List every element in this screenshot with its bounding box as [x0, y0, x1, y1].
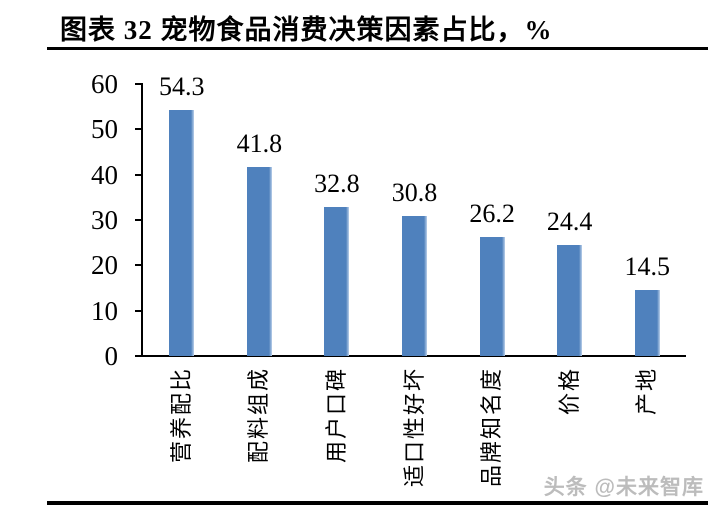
bar: [479, 237, 505, 356]
figure-title: 图表 32 宠物食品消费决策因素占比，%: [60, 15, 553, 45]
bar-value-label: 14.5: [624, 252, 670, 282]
bar: [246, 166, 272, 356]
bottom-rule: [47, 501, 708, 505]
x-category-label: 配料组成: [246, 367, 272, 464]
x-category-label: 品牌知名度: [479, 367, 505, 488]
x-axis-line: [135, 355, 686, 357]
x-category-label: 产地: [634, 367, 660, 416]
y-tick-mark: [135, 173, 143, 176]
y-tick-label: 60: [91, 69, 118, 99]
bar: [324, 207, 350, 356]
y-tick-label: 50: [91, 114, 118, 145]
x-category-label: 营养配比: [168, 367, 194, 464]
bar-value-label: 32.8: [314, 169, 360, 199]
bar: [557, 245, 583, 356]
y-tick-label: 40: [91, 159, 118, 190]
bar: [169, 109, 195, 356]
y-tick-mark: [135, 128, 143, 131]
y-tick-mark: [135, 83, 143, 85]
bar: [402, 216, 427, 356]
watermark: 头条 @未来智库: [543, 476, 704, 499]
y-tick-mark: [135, 309, 143, 312]
bar-value-label: 26.2: [469, 199, 515, 229]
y-tick-label: 30: [91, 205, 118, 235]
bar-value-label: 30.8: [391, 178, 438, 208]
y-tick-label: 20: [91, 250, 118, 281]
y-tick-label: 10: [91, 295, 118, 326]
bar-value-label: 41.8: [236, 128, 283, 158]
bar-value-label: 24.4: [546, 207, 593, 237]
title-rule: [47, 47, 708, 50]
bar: [634, 290, 660, 356]
y-tick-label: 0: [104, 341, 119, 371]
x-category-label: 价格: [556, 367, 582, 416]
x-category-label: 适口性好坏: [401, 367, 427, 488]
x-category-label: 用户口碑: [323, 367, 349, 464]
y-tick-mark: [135, 219, 143, 221]
y-axis-line: [141, 84, 143, 357]
bar-value-label: 54.3: [159, 71, 205, 101]
y-tick-mark: [135, 264, 143, 267]
